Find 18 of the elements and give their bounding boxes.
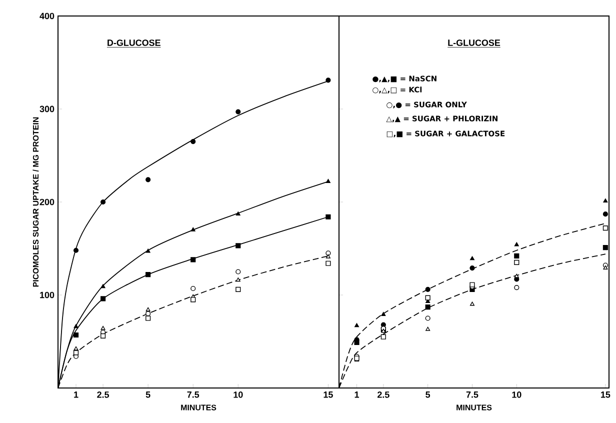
x-tick-label: 1 [74, 392, 78, 398]
x-tick-label: 1 [354, 392, 360, 398]
x-tick-label: 10 [512, 392, 522, 398]
text: L-GLUCOSE [448, 40, 500, 46]
y-tick-label: 200 [40, 198, 54, 206]
x-tick-label: 2.5 [377, 392, 390, 398]
x-tick-label: 7.5 [466, 392, 478, 398]
x-tick-label: 7.5 [187, 392, 200, 398]
y-tick-label: 400 [40, 12, 54, 20]
x-tick-label: 15 [601, 392, 610, 398]
y-tick-label: 100 [40, 292, 54, 298]
y-tick-label: 300 [40, 106, 54, 112]
x-tick-label: 5 [146, 392, 150, 398]
x-tick-label: 15 [324, 392, 333, 398]
text: D-GLUCOSE [108, 40, 160, 46]
x-tick-label: 10 [234, 392, 243, 398]
x-tick-label: 5 [426, 392, 430, 398]
x-tick-label: 2.5 [97, 392, 110, 398]
